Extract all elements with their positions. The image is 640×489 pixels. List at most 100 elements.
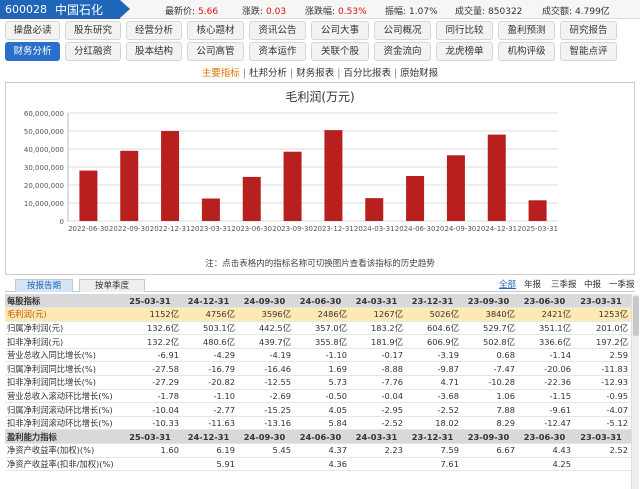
nav-tab-row2-0[interactable]: 财务分析 <box>5 42 60 61</box>
y-tick-label: 10,000,000 <box>24 200 64 208</box>
metric-value: -12.55 <box>238 375 294 390</box>
metric-name[interactable]: 扣非净利润(元) <box>5 334 121 349</box>
metric-value: -5.12 <box>574 416 631 431</box>
table-row: 净资产收益率(加权)(%) 1.60 6.19 5.45 4.37 2.23 7.59 6.6… <box>5 443 631 458</box>
metric-name[interactable]: 扣非净利润滚动环比增长(%) <box>5 416 121 431</box>
nav-tab-row1-7[interactable]: 同行比较 <box>436 21 493 40</box>
nav-tab-row2-1[interactable]: 分红融资 <box>65 42 121 61</box>
change-pct-label: 涨跌幅: <box>305 7 336 17</box>
nav-tab-row2-7[interactable]: 龙虎榜单 <box>436 42 493 61</box>
metric-name[interactable]: 归属净利润(元) <box>5 321 121 336</box>
tab-by-quarter[interactable]: 按单季度 <box>79 279 145 292</box>
metric-value: 3840亿 <box>462 307 518 322</box>
filter-q1[interactable]: 一季报 <box>609 280 635 290</box>
metric-value: 5.73 <box>294 375 350 390</box>
filter-interim[interactable]: 中报 <box>584 280 602 290</box>
nav-tab-row1-8[interactable]: 盈利预测 <box>498 21 555 40</box>
nav-tab-row2-4[interactable]: 资本运作 <box>249 42 306 61</box>
nav-tab-row1-6[interactable]: 公司概况 <box>374 21 431 40</box>
bar-2024-03-31[interactable] <box>365 198 384 221</box>
turnover-quote: 成交额: 4.799亿 <box>542 4 610 17</box>
bar-2024-12-31[interactable] <box>487 134 506 221</box>
period-header: 23-03-31 <box>574 429 631 445</box>
nav-tab-row1-1[interactable]: 股东研究 <box>65 21 121 40</box>
nav-tab-row1-2[interactable]: 经营分析 <box>126 21 182 40</box>
arrow-shape <box>120 0 130 18</box>
metric-value: 132.6亿 <box>121 321 182 336</box>
metric-value: 529.7亿 <box>462 321 518 336</box>
period-header: 24-09-30 <box>238 429 294 445</box>
metric-value <box>462 457 518 472</box>
bar-2022-12-31[interactable] <box>161 131 180 221</box>
subtab-4[interactable]: 原始财报 <box>400 68 439 79</box>
metric-name[interactable]: 营业总收入同比增长(%) <box>5 348 121 363</box>
x-tick-label: 2023-12-31 <box>313 225 354 233</box>
subtab-2[interactable]: 财务报表 <box>296 68 335 79</box>
period-header: 23-06-30 <box>518 294 574 309</box>
nav-tab-row1-9[interactable]: 研究报告 <box>560 21 617 40</box>
bar-2023-12-31[interactable] <box>324 130 343 221</box>
metric-value: -13.16 <box>238 416 294 431</box>
metric-name[interactable]: 扣非净利润同比增长(%) <box>5 375 121 390</box>
report-tabs: 按报告期 按单季度 全部 年报 三季报 中报 一季报 <box>5 279 635 292</box>
metric-value: -2.95 <box>350 402 406 417</box>
tab-by-report-period[interactable]: 按报告期 <box>15 279 73 292</box>
table-row: 毛利润(元) 1152亿 4756亿 3596亿 2486亿 1267亿 5026亿 3840… <box>5 307 631 322</box>
nav-tab-row1-0[interactable]: 操盘必读 <box>5 21 60 40</box>
bar-2024-06-30[interactable] <box>406 176 425 221</box>
filter-q3[interactable]: 三季报 <box>551 280 577 290</box>
y-tick-label: 20,000,000 <box>24 182 64 190</box>
bar-2025-03-31[interactable] <box>528 200 547 221</box>
filter-annual[interactable]: 年报 <box>524 280 542 290</box>
metric-value: 480.6亿 <box>182 334 238 349</box>
nav-tab-row1-3[interactable]: 核心题材 <box>187 21 244 40</box>
subtab-3[interactable]: 百分比报表 <box>343 68 391 79</box>
nav-tab-row1-5[interactable]: 公司大事 <box>311 21 369 40</box>
metric-value: 197.2亿 <box>574 334 631 349</box>
nav-tab-row2-9[interactable]: 智能点评 <box>560 42 617 61</box>
nav-tab-row2-6[interactable]: 资金流向 <box>374 42 431 61</box>
metric-value: 132.2亿 <box>121 334 182 349</box>
main-nav: 操盘必读 股东研究 经营分析 核心题材 资讯公告 公司大事 公司概况 同行比较 盈利预测 研究报告… <box>0 21 640 63</box>
amplitude-label: 振幅: <box>385 7 407 17</box>
metric-name[interactable]: 净资产收益率(加权)(%) <box>5 443 121 458</box>
filter-all[interactable]: 全部 <box>499 280 517 290</box>
metric-value: -1.14 <box>518 348 574 363</box>
metric-value: 4.05 <box>294 402 350 417</box>
metric-name[interactable]: 归属净利润同比增长(%) <box>5 361 121 377</box>
metric-value: -1.78 <box>121 389 182 404</box>
bar-2022-09-30[interactable] <box>120 150 139 221</box>
nav-tab-row2-8[interactable]: 机构评级 <box>498 42 555 61</box>
change-value: 0.03 <box>266 7 287 17</box>
price-value: 5.66 <box>198 7 219 17</box>
metric-value <box>238 457 294 472</box>
metric-value: -4.29 <box>182 348 238 363</box>
metric-name[interactable]: 营业总收入滚动环比增长(%) <box>5 389 121 404</box>
metric-name[interactable]: 毛利润(元) <box>5 307 121 322</box>
bar-2024-09-30[interactable] <box>446 155 465 221</box>
metric-name[interactable]: 归属净利润滚动环比增长(%) <box>5 402 121 417</box>
bar-2023-03-31[interactable] <box>201 198 220 222</box>
metric-value: -16.79 <box>182 361 238 377</box>
period-header: 25-03-31 <box>121 294 182 309</box>
metric-value: -20.82 <box>182 375 238 390</box>
metric-value: 1152亿 <box>121 307 182 322</box>
metric-name[interactable]: 净资产收益率(扣非/加权)(%) <box>5 457 121 472</box>
scrollbar-thumb[interactable] <box>633 296 639 336</box>
nav-tab-row2-5[interactable]: 关联个股 <box>311 42 369 61</box>
bar-2022-06-30[interactable] <box>79 170 98 221</box>
nav-tab-row2-3[interactable]: 公司高管 <box>187 42 244 61</box>
stock-code: 600028 <box>5 3 47 16</box>
nav-tab-row2-2[interactable]: 股本结构 <box>126 42 182 61</box>
stock-code-box: 600028 中国石化 <box>0 0 130 19</box>
metric-value: -7.76 <box>350 375 406 390</box>
bar-2023-06-30[interactable] <box>242 176 261 221</box>
volume-value: 850322 <box>488 7 523 17</box>
table-scrollbar[interactable] <box>631 294 639 489</box>
subtab-0[interactable]: 主要指标 <box>201 68 240 79</box>
metric-value: 2486亿 <box>294 307 350 322</box>
subtab-1[interactable]: 杜邦分析 <box>249 68 288 79</box>
metric-value: -20.06 <box>518 361 574 377</box>
bar-2023-09-30[interactable] <box>283 151 302 221</box>
nav-tab-row1-4[interactable]: 资讯公告 <box>249 21 306 40</box>
